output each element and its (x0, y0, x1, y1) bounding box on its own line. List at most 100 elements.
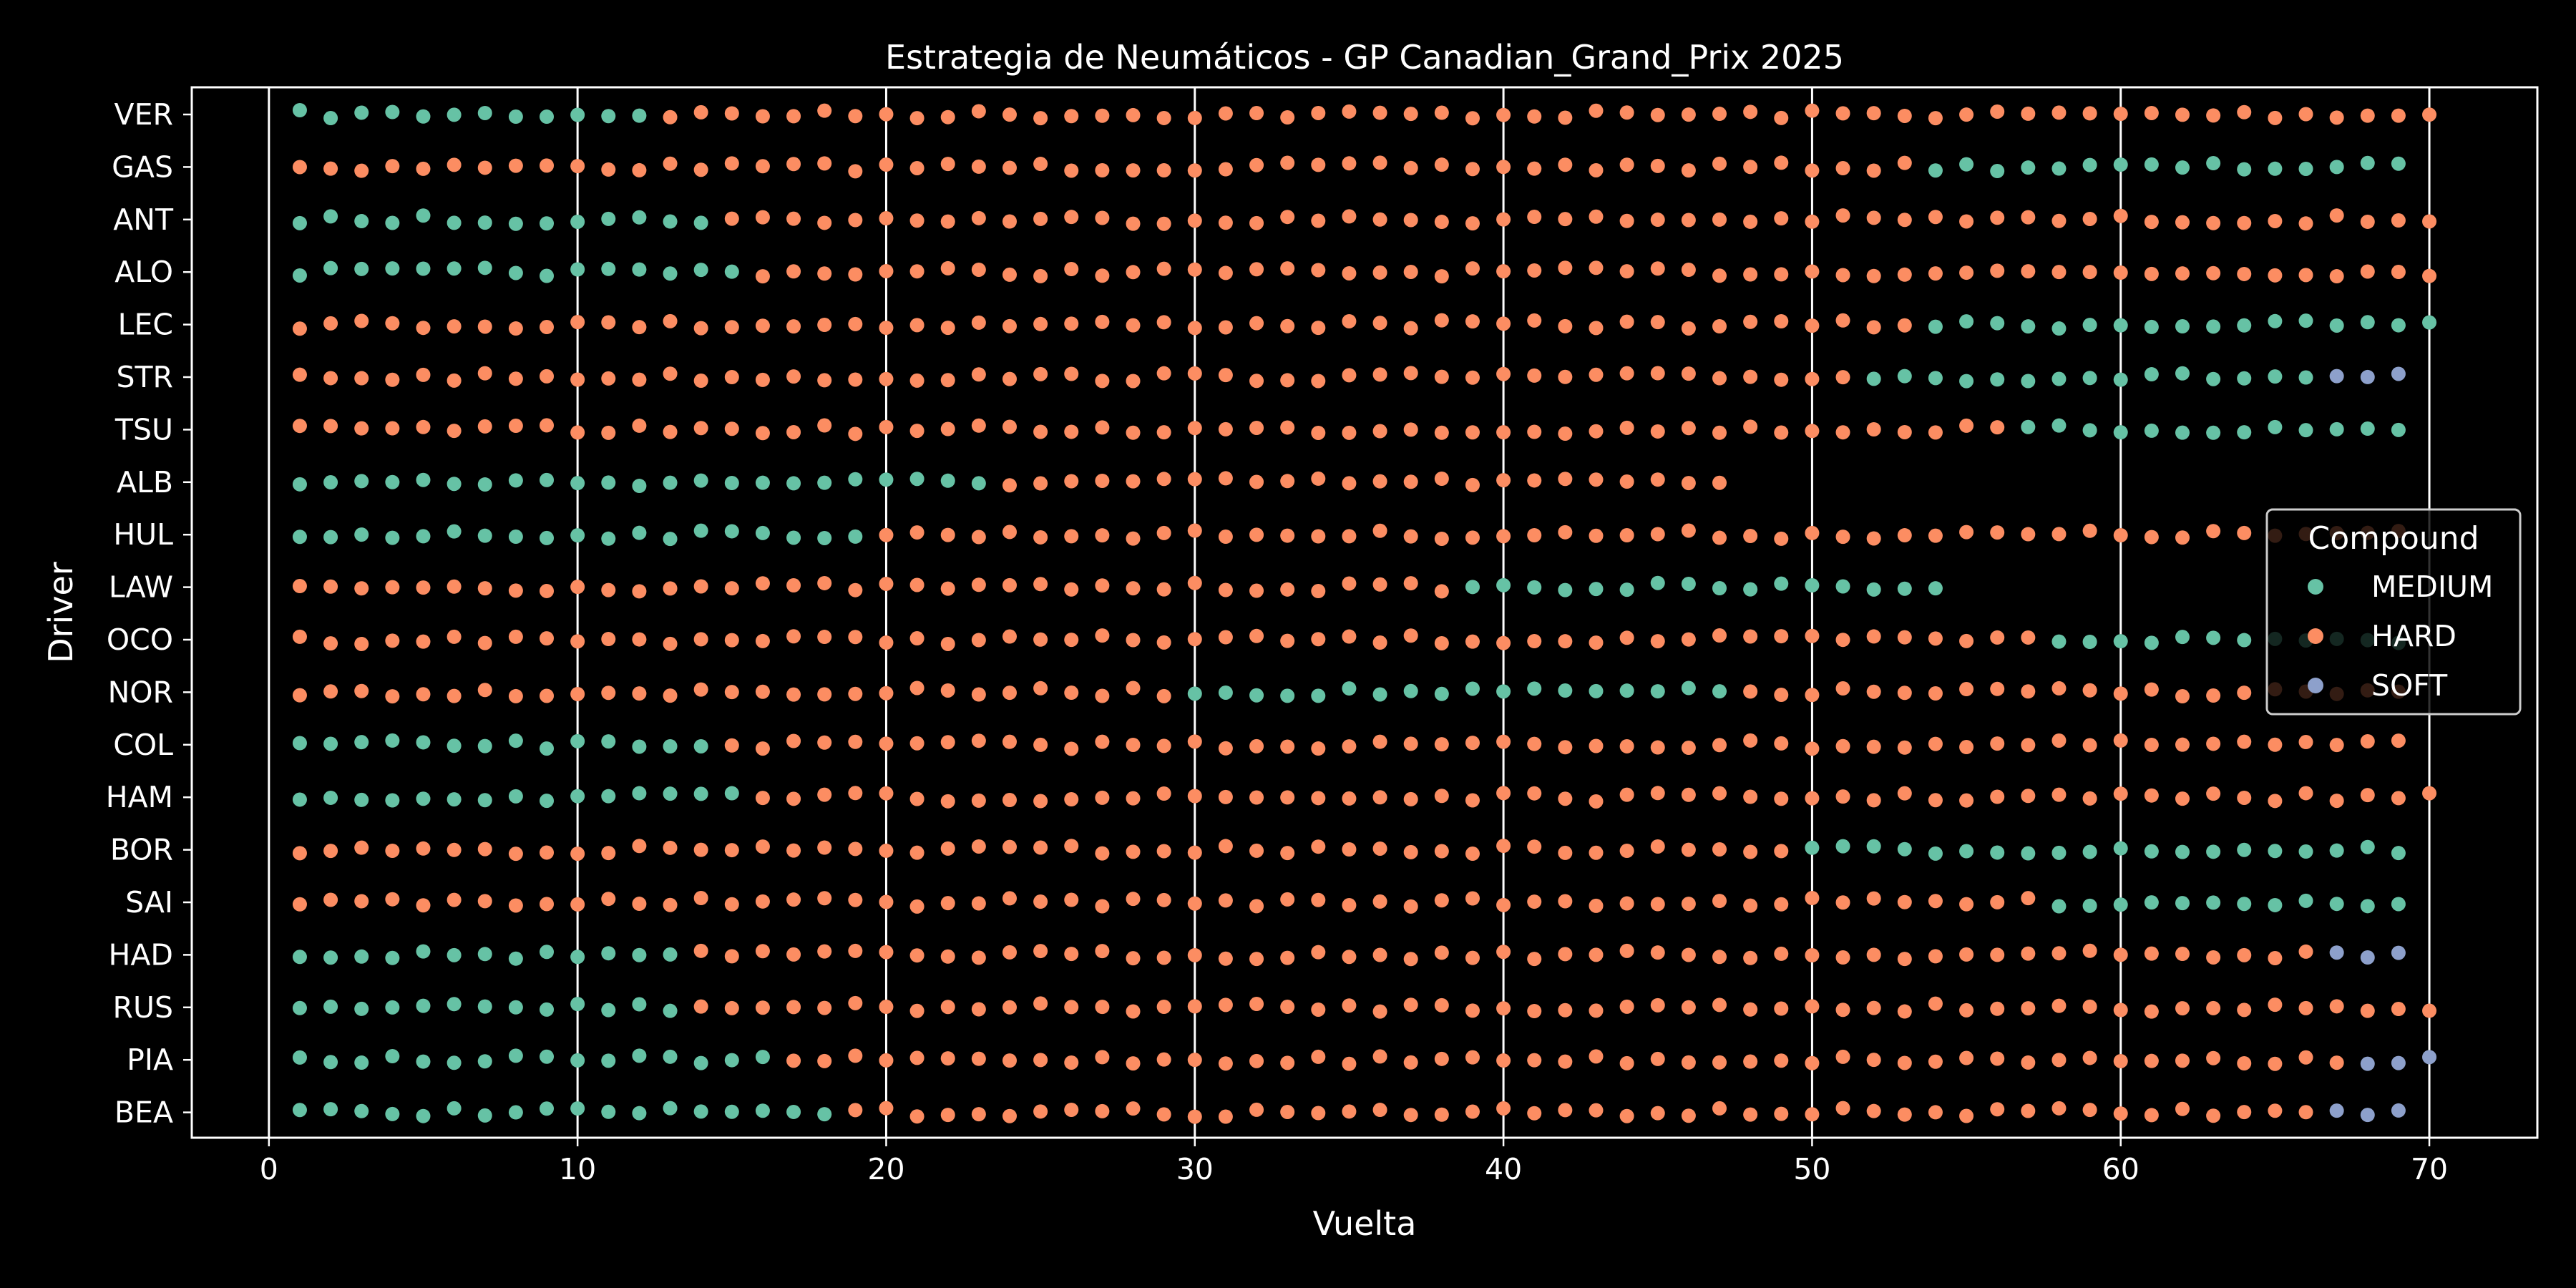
lap-marker-had-16 (755, 944, 770, 959)
lap-marker-lec-62 (2175, 319, 2190, 334)
lap-marker-rus-19 (848, 995, 863, 1010)
lap-marker-bor-41 (1527, 839, 1542, 854)
lap-marker-ver-49 (1774, 110, 1789, 125)
lap-marker-gas-2 (323, 161, 338, 176)
lap-marker-lec-44 (1619, 314, 1634, 329)
lap-marker-bea-60 (2113, 1106, 2128, 1121)
x-tick-label-20: 20 (867, 1152, 904, 1186)
lap-marker-oco-5 (416, 634, 431, 649)
y-tick-label-ver: VER (114, 97, 173, 132)
lap-marker-nor-52 (1866, 684, 1881, 699)
lap-marker-nor-44 (1619, 683, 1634, 698)
lap-marker-hul-15 (724, 524, 739, 539)
lap-marker-ant-17 (786, 211, 801, 226)
lap-marker-oco-52 (1866, 629, 1881, 644)
lap-marker-had-42 (1558, 947, 1573, 962)
lap-marker-ver-12 (632, 108, 647, 123)
lap-marker-ham-20 (879, 786, 894, 801)
legend: Compound MEDIUM HARD SOFT (2265, 508, 2522, 716)
lap-marker-rus-20 (879, 1000, 894, 1015)
lap-marker-ver-59 (2082, 106, 2097, 121)
lap-marker-had-56 (1990, 947, 2005, 962)
lap-marker-nor-4 (385, 689, 400, 704)
lap-marker-lec-59 (2082, 318, 2097, 333)
lap-marker-bea-16 (755, 1103, 770, 1118)
lap-marker-col-5 (416, 735, 431, 750)
lap-marker-bor-68 (2360, 839, 2375, 854)
lap-marker-sai-23 (971, 896, 986, 911)
lap-marker-bea-43 (1589, 1103, 1604, 1118)
lap-marker-ant-29 (1156, 216, 1171, 231)
lap-marker-bea-44 (1619, 1108, 1634, 1123)
lap-marker-pia-28 (1126, 1056, 1141, 1071)
lap-marker-ham-51 (1835, 789, 1850, 804)
lap-marker-had-58 (2051, 946, 2067, 961)
lap-marker-col-44 (1619, 738, 1634, 753)
lap-marker-pia-36 (1372, 1049, 1387, 1064)
lap-marker-pia-70 (2422, 1050, 2437, 1065)
lap-marker-pia-46 (1681, 1055, 1696, 1070)
lap-marker-lec-50 (1805, 318, 1820, 333)
lap-marker-ver-20 (879, 107, 894, 122)
lap-marker-bor-8 (508, 847, 523, 862)
lap-marker-ver-60 (2113, 107, 2128, 122)
lap-marker-had-50 (1805, 947, 1820, 962)
lap-marker-rus-61 (2144, 1004, 2159, 1019)
lap-marker-oco-17 (786, 629, 801, 644)
lap-marker-hul-57 (2021, 527, 2036, 542)
lap-marker-bea-40 (1496, 1101, 1511, 1116)
lap-marker-hul-59 (2082, 523, 2097, 538)
lap-marker-gas-33 (1280, 155, 1295, 170)
lap-marker-gas-64 (2237, 162, 2252, 177)
lap-marker-alo-2 (323, 260, 338, 275)
lap-marker-tsu-20 (879, 419, 894, 434)
lap-marker-gas-3 (354, 163, 369, 178)
lap-marker-had-51 (1835, 950, 1850, 965)
lap-marker-ver-53 (1897, 108, 1912, 123)
lap-marker-law-26 (1064, 582, 1079, 597)
lap-marker-nor-60 (2113, 686, 2128, 701)
lap-marker-rus-28 (1126, 1004, 1141, 1019)
lap-marker-ham-10 (570, 789, 585, 804)
lap-marker-alb-17 (786, 476, 801, 491)
lap-marker-had-62 (2175, 947, 2190, 962)
lap-marker-alb-34 (1311, 471, 1326, 486)
lap-marker-ham-44 (1619, 787, 1634, 802)
lap-marker-bea-5 (416, 1108, 431, 1123)
lap-marker-tsu-45 (1650, 424, 1665, 439)
lap-marker-hul-13 (663, 532, 678, 547)
lap-marker-lec-68 (2360, 315, 2375, 330)
lap-marker-ham-2 (323, 790, 338, 805)
lap-marker-nor-10 (570, 686, 585, 701)
lap-marker-col-68 (2360, 734, 2375, 749)
lap-marker-alb-12 (632, 479, 647, 494)
lap-marker-ant-31 (1218, 215, 1233, 230)
lap-marker-bea-36 (1372, 1103, 1387, 1118)
lap-marker-lec-64 (2237, 318, 2252, 333)
lap-marker-col-60 (2113, 733, 2128, 748)
lap-marker-nor-24 (1002, 686, 1017, 701)
lap-marker-oco-43 (1589, 635, 1604, 650)
lap-marker-alb-43 (1589, 472, 1604, 487)
lap-marker-ver-33 (1280, 110, 1295, 125)
lap-marker-bea-55 (1959, 1108, 1974, 1123)
lap-marker-alb-20 (879, 472, 894, 487)
lap-marker-col-16 (755, 741, 770, 756)
lap-marker-sai-49 (1774, 897, 1789, 912)
lap-marker-had-41 (1527, 952, 1542, 967)
lap-marker-pia-55 (1959, 1050, 1974, 1065)
lap-marker-oco-20 (879, 635, 894, 650)
lap-marker-rus-13 (663, 1003, 678, 1018)
lap-marker-col-30 (1187, 734, 1202, 749)
lap-marker-ant-43 (1589, 209, 1604, 224)
lap-marker-ver-45 (1650, 107, 1665, 122)
lap-marker-str-22 (940, 373, 955, 388)
lap-marker-bor-35 (1342, 842, 1357, 857)
lap-marker-had-53 (1897, 952, 1912, 967)
lap-marker-nor-27 (1095, 688, 1110, 703)
lap-marker-sai-44 (1619, 896, 1634, 911)
lap-marker-nor-22 (940, 683, 955, 698)
lap-marker-law-52 (1866, 582, 1881, 597)
lap-marker-bor-12 (632, 839, 647, 854)
lap-marker-hul-40 (1496, 529, 1511, 544)
